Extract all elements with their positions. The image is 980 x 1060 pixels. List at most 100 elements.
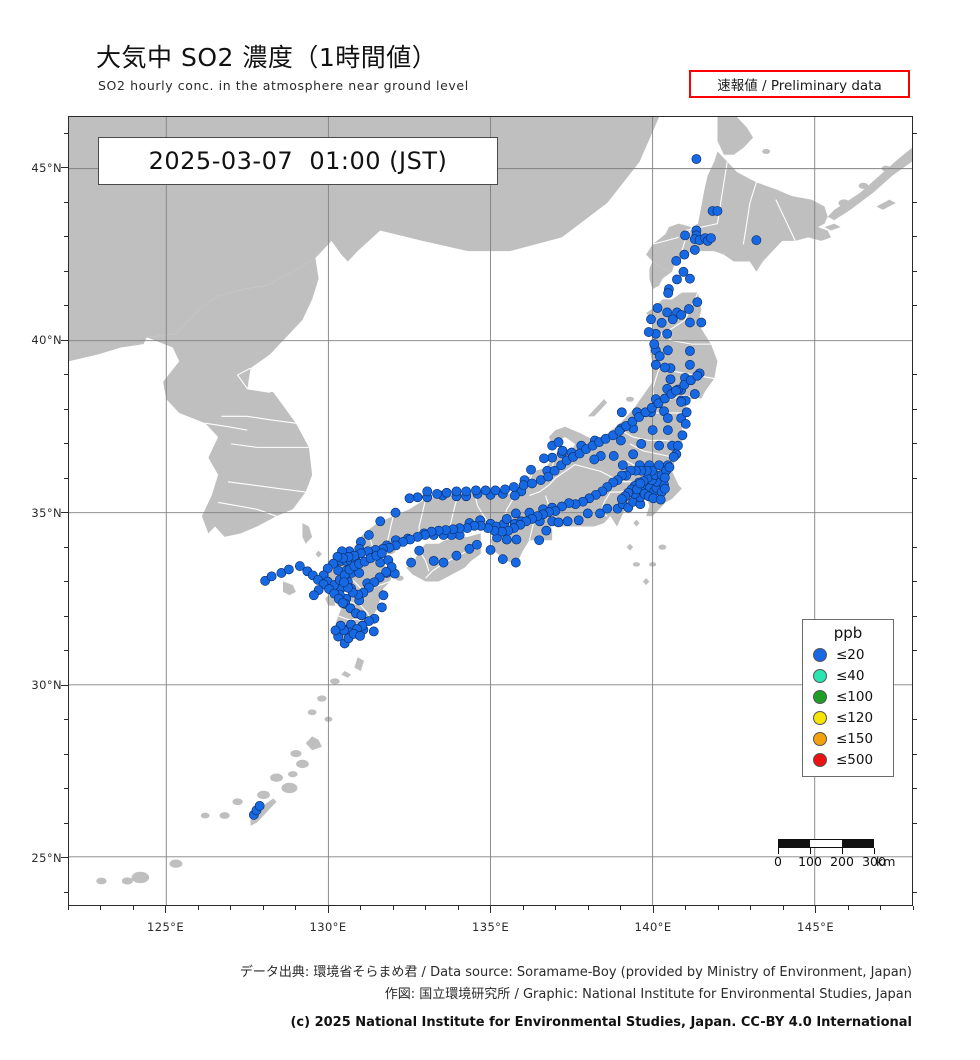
map-plot-area[interactable]: 2025-03-07 01:00 (JST) ppb ≤20 ≤40 ≤100 ≤12…	[68, 116, 913, 906]
station-point	[681, 407, 692, 418]
y-axis-tick-label: 35°N	[31, 505, 62, 520]
station-point	[497, 554, 508, 565]
x-axis-minor-tick	[620, 906, 621, 910]
x-axis-minor-tick	[750, 906, 751, 910]
scale-bar-segment-2	[841, 840, 873, 847]
station-point	[659, 472, 670, 483]
station-point	[541, 525, 552, 536]
station-point	[404, 493, 415, 504]
station-point	[338, 597, 348, 608]
x-axis-minor-tick	[262, 906, 264, 910]
station-point	[678, 266, 689, 277]
x-axis-tick-label: 145°E	[797, 920, 834, 934]
legend-swatch-icon	[813, 689, 827, 704]
station-point	[464, 543, 475, 554]
y-axis-major-tick	[61, 339, 68, 341]
station-point	[543, 471, 554, 482]
station-point	[266, 571, 277, 582]
islet-24	[625, 396, 634, 402]
station-point	[308, 590, 319, 601]
station-point	[490, 485, 501, 496]
station-point	[664, 462, 675, 473]
prefecture-border-46	[221, 415, 297, 424]
islet-8	[121, 877, 133, 885]
landmass-sakhalin	[717, 117, 754, 155]
x-axis-minor-tick	[587, 906, 589, 910]
y-axis-minor-tick	[64, 753, 68, 755]
station-point	[501, 513, 512, 524]
x-axis-major-tick	[815, 906, 817, 913]
legend-rows: ≤20 ≤40 ≤100 ≤120 ≤150 ≤500	[803, 644, 893, 770]
station-point	[501, 534, 512, 545]
legend: ppb ≤20 ≤40 ≤100 ≤120 ≤150 ≤500	[802, 619, 894, 777]
legend-row-3[interactable]: ≤120	[803, 707, 893, 728]
station-point	[471, 485, 481, 496]
station-point	[414, 545, 425, 556]
landmass-korea	[146, 258, 319, 537]
station-point	[655, 494, 666, 505]
y-axis-minor-tick	[64, 891, 68, 893]
station-point	[527, 478, 537, 489]
landmass-kuril2	[876, 199, 896, 210]
prefecture-border-48	[227, 481, 306, 493]
legend-row-1[interactable]: ≤40	[803, 665, 893, 686]
landmass-amami	[305, 736, 322, 751]
station-point	[368, 626, 379, 637]
landmass-iki	[315, 550, 322, 558]
station-point	[659, 483, 670, 494]
legend-row-5[interactable]: ≤500	[803, 749, 893, 770]
prefecture-border-18	[529, 484, 550, 497]
scale-bar-segment-0	[779, 840, 811, 847]
footer-copyright: (c) 2025 National Institute for Environm…	[290, 1015, 912, 1030]
station-point	[692, 370, 703, 381]
station-point	[390, 507, 401, 518]
scale-bar-segment-1	[810, 840, 842, 847]
station-point	[438, 557, 449, 568]
landmass-kuril1	[827, 147, 912, 221]
landmass-tsushima	[302, 523, 313, 544]
station-point	[254, 800, 265, 811]
station-point	[294, 561, 305, 571]
station-point	[685, 317, 695, 328]
station-point	[376, 602, 387, 613]
y-axis-minor-tick	[64, 615, 68, 617]
prefecture-border-38	[681, 226, 693, 252]
station-point	[589, 454, 600, 465]
station-point	[668, 452, 679, 462]
legend-row-2[interactable]: ≤100	[803, 686, 893, 707]
station-point	[364, 530, 374, 540]
footer-graphic: 作図: 国立環境研究所 / Graphic: National Institut…	[384, 987, 912, 1002]
y-axis-minor-tick-right	[913, 408, 917, 410]
station-point	[646, 314, 656, 325]
legend-swatch-icon	[813, 710, 827, 725]
station-point	[562, 516, 573, 527]
station-point	[673, 440, 683, 451]
legend-label: ≤120	[836, 709, 874, 726]
legend-row-4[interactable]: ≤150	[803, 728, 893, 749]
islet-13	[330, 678, 340, 685]
legend-row-0[interactable]: ≤20	[803, 644, 893, 665]
station-point	[689, 244, 700, 255]
station-point	[573, 515, 584, 526]
station-point	[656, 317, 667, 328]
station-point	[680, 230, 690, 241]
landmass-izu2	[626, 543, 634, 551]
station-point	[662, 413, 673, 424]
y-axis-minor-tick	[64, 719, 68, 721]
y-axis-major-tick	[61, 167, 68, 169]
station-point	[662, 307, 673, 318]
legend-label: ≤150	[836, 730, 874, 747]
x-axis-minor-tick	[457, 906, 459, 910]
station-point	[534, 535, 545, 546]
station-point	[672, 274, 682, 285]
landmass-sado	[587, 399, 608, 417]
y-axis-tick-label: 45°N	[31, 160, 62, 175]
station-point	[510, 557, 521, 568]
legend-swatch-icon	[813, 752, 827, 767]
y-axis-minor-tick	[64, 270, 68, 272]
x-axis-minor-tick	[717, 906, 719, 910]
station-point	[539, 453, 549, 464]
scale-bar-label: 0	[774, 854, 782, 869]
y-axis-tick-label: 25°N	[31, 850, 62, 865]
